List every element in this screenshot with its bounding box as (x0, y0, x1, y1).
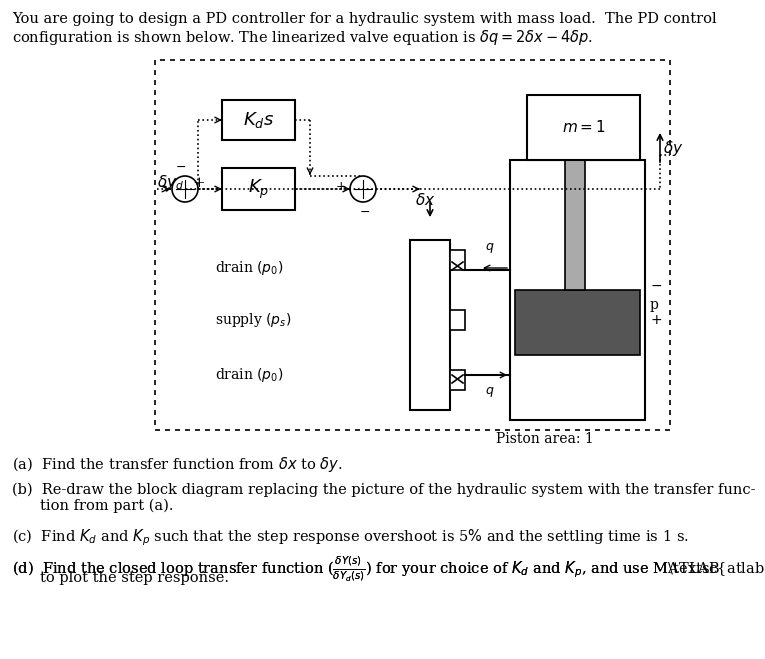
Text: $K_p$: $K_p$ (248, 177, 269, 200)
Text: $+$: $+$ (335, 179, 346, 192)
Text: $\delta y$: $\delta y$ (663, 138, 684, 158)
Bar (510, 160, 645, 420)
Bar (450, 310, 465, 330)
Text: $-$: $-$ (175, 160, 187, 173)
Text: $-$: $-$ (360, 205, 370, 218)
Text: Piston area: 1: Piston area: 1 (496, 432, 594, 446)
Text: You are going to design a PD controller for a hydraulic system with mass load.  : You are going to design a PD controller … (12, 12, 717, 26)
Bar (222, 100, 295, 140)
Bar (155, 60, 670, 430)
Text: drain $(p_0)$: drain $(p_0)$ (215, 259, 284, 277)
Text: $K_d s$: $K_d s$ (243, 110, 274, 130)
Text: $-$: $-$ (650, 278, 662, 292)
Text: $q$: $q$ (485, 241, 495, 255)
Text: tion from part (a).: tion from part (a). (40, 499, 174, 513)
Text: (b)  Re-draw the block diagram replacing the picture of the hydraulic system wit: (b) Re-draw the block diagram replacing … (12, 483, 756, 498)
Text: $\delta x$: $\delta x$ (415, 192, 435, 208)
Text: (d)  Find the closed loop transfer function ($\frac{\delta Y(s)}{\delta Y_d(s)}$: (d) Find the closed loop transfer functi… (12, 555, 765, 584)
Circle shape (172, 176, 198, 202)
Circle shape (350, 176, 376, 202)
Bar (450, 250, 465, 270)
Text: $+$: $+$ (650, 313, 662, 327)
Bar (410, 240, 450, 410)
Text: configuration is shown below. The linearized valve equation is $\delta q = 2\del: configuration is shown below. The linear… (12, 28, 593, 47)
Bar (527, 95, 640, 160)
Bar (565, 160, 585, 290)
Text: to plot the step response.: to plot the step response. (40, 571, 229, 585)
Text: $\delta y_d$  +: $\delta y_d$ + (157, 173, 205, 192)
Text: $m = 1$: $m = 1$ (562, 119, 605, 136)
Text: $q$: $q$ (485, 385, 495, 399)
Text: drain $(p_0)$: drain $(p_0)$ (215, 366, 284, 384)
Bar (450, 370, 465, 390)
Text: p: p (650, 298, 659, 312)
Bar (515, 290, 640, 355)
Text: (d)  Find the closed loop transfer function ($\frac{\delta Y(s)}{\delta Y_d(s)}$: (d) Find the closed loop transfer functi… (12, 555, 720, 584)
Bar (222, 168, 295, 210)
Text: (c)  Find $K_d$ and $K_p$ such that the step response overshoot is 5$\%$ and the: (c) Find $K_d$ and $K_p$ such that the s… (12, 527, 688, 548)
Text: supply $(p_s)$: supply $(p_s)$ (215, 311, 291, 329)
Text: (a)  Find the transfer function from $\delta x$ to $\delta y$.: (a) Find the transfer function from $\de… (12, 455, 343, 474)
